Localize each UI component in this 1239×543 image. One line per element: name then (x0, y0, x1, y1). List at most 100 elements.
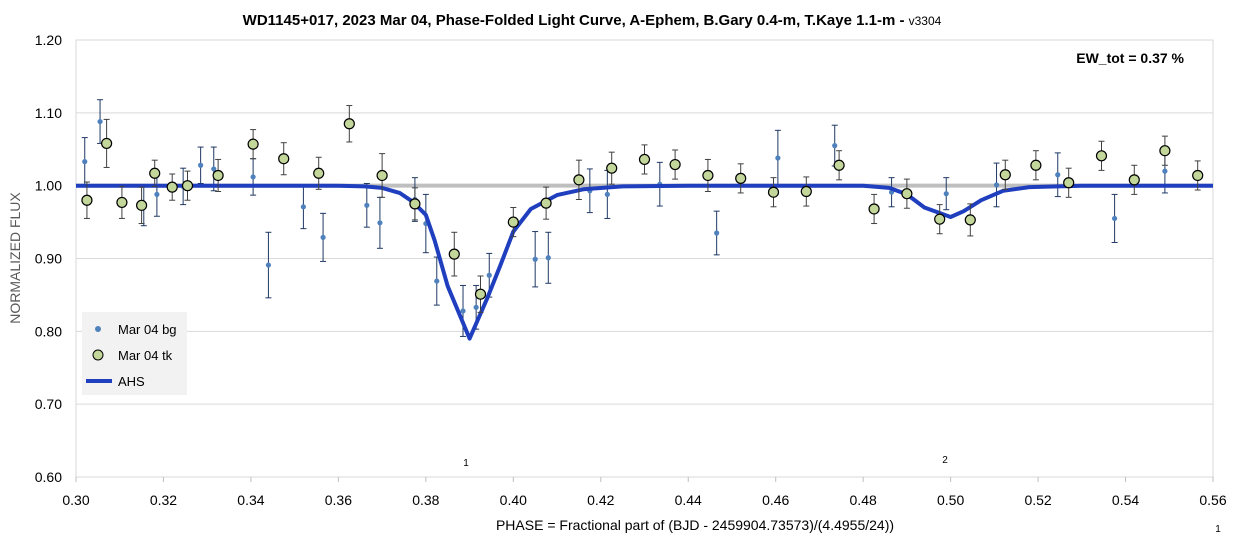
data-point-bg (532, 256, 538, 262)
dip-2-label: 2 (942, 455, 948, 466)
data-point-bg (320, 234, 326, 240)
data-point-tk (376, 169, 388, 182)
data-point-tk (964, 214, 976, 226)
dip-1-label: 1 (463, 458, 469, 469)
legend-tk-marker (92, 349, 104, 361)
data-point-bg (604, 191, 610, 198)
legend-bg-marker (95, 326, 101, 332)
x-tick-label: 0.46 (762, 492, 789, 508)
ew-tot-annotation: EW_tot = 0.37 % (1076, 50, 1184, 66)
data-point-tk (833, 159, 845, 171)
data-point-bg (460, 308, 466, 314)
data-point-tk (868, 203, 880, 215)
data-point-bg (364, 202, 370, 208)
x-tick-label: 0.42 (587, 492, 614, 508)
data-point-bg (300, 204, 306, 210)
data-point-tk (702, 169, 714, 182)
data-point-bg (832, 143, 838, 149)
x-tick-label: 0.30 (62, 492, 89, 508)
legend: Mar 04 bg Mar 04 tk AHS (82, 312, 187, 395)
y-tick-label: 1.10 (35, 105, 62, 121)
data-point-tk (409, 198, 421, 210)
data-point-bg (265, 262, 272, 268)
data-point-tk (212, 169, 224, 182)
data-point-tk (1030, 159, 1042, 171)
data-point-bg (775, 155, 781, 161)
data-point-tk (448, 248, 460, 260)
y-axis-label: NORMALIZED FLUX (7, 192, 23, 324)
data-point-bg (211, 166, 217, 172)
x-tick-labels: 0.30 0.32 0.34 0.36 0.38 0.40 0.42 0.44 0.46 0.48… (62, 477, 1227, 508)
data-point-tk (767, 186, 780, 198)
data-point-tk (573, 174, 585, 186)
data-point-bg (1055, 172, 1061, 178)
data-point-bg (1112, 215, 1118, 222)
data-point-tk (669, 158, 681, 171)
data-point-bg (1162, 168, 1168, 174)
y-tick-labels: 0.60 0.70 0.80 0.90 1.00 1.10 1.20 (35, 32, 62, 485)
legend-bg-label: Mar 04 bg (118, 322, 177, 337)
x-tick-label: 0.38 (412, 492, 439, 508)
data-point-tk (1095, 150, 1108, 162)
legend-tk-label: Mar 04 tk (118, 348, 173, 363)
data-point-tk (1159, 145, 1171, 157)
x-tick-label: 0.50 (937, 492, 964, 508)
y-tick-label: 0.70 (35, 396, 62, 412)
data-point-bg (993, 182, 1000, 188)
data-point-tk (149, 167, 161, 179)
x-tick-label: 0.34 (237, 492, 264, 508)
data-point-bg (545, 255, 551, 261)
data-point-tk (135, 199, 148, 211)
data-point-tk (800, 185, 812, 198)
data-point-tk (999, 169, 1011, 181)
data-point-tk (1192, 169, 1204, 182)
data-point-bg (154, 191, 160, 198)
y-tick-label: 0.80 (35, 323, 62, 339)
data-point-tk (166, 181, 178, 193)
data-point-tk (313, 167, 325, 179)
x-tick-label: 0.52 (1024, 492, 1051, 508)
data-point-tk (1063, 177, 1075, 189)
data-point-tk (247, 138, 259, 150)
data-point-bg (943, 191, 949, 197)
data-point-tk (901, 188, 913, 200)
y-tick-label: 0.90 (35, 251, 62, 267)
data-point-tk (474, 288, 487, 300)
x-tick-label: 0.54 (1112, 492, 1139, 508)
data-point-bg (486, 272, 492, 278)
data-point-bg (97, 118, 103, 125)
data-point-tk (343, 118, 355, 130)
x-tick-label: 0.36 (325, 492, 352, 508)
data-point-tk (101, 137, 113, 150)
data-point-bg (473, 304, 479, 310)
x-tick-label: 0.48 (850, 492, 877, 508)
x-tick-label: 0.32 (150, 492, 177, 508)
data-point-tk (181, 180, 194, 192)
data-point-tk (507, 216, 519, 228)
data-point-tk (116, 196, 128, 209)
data-point-tk (278, 153, 290, 165)
data-point-tk (540, 197, 552, 209)
data-point-bg (434, 278, 440, 284)
y-tick-label: 1.00 (35, 178, 62, 194)
data-point-tk (1128, 174, 1140, 186)
chart-title-version: v3304 (909, 14, 942, 28)
data-point-tk (638, 153, 651, 166)
series-ahs-line (76, 183, 1213, 341)
data-point-tk (934, 213, 946, 225)
data-point-bg (82, 159, 88, 165)
y-tick-label: 0.60 (35, 469, 62, 485)
data-point-bg (198, 162, 204, 168)
x-axis-label: PHASE = Fractional part of (BJD - 245990… (496, 517, 894, 533)
y-tick-label: 1.20 (35, 32, 62, 48)
corner-label: 1 (1215, 524, 1221, 535)
x-tick-label: 0.40 (500, 492, 527, 508)
data-point-tk (735, 172, 747, 184)
data-point-bg (377, 220, 383, 226)
x-tick-label: 0.56 (1199, 492, 1226, 508)
data-point-tk (606, 162, 618, 174)
data-point-bg (250, 174, 256, 180)
x-tick-label: 0.44 (675, 492, 702, 508)
legend-ahs-label: AHS (118, 374, 145, 389)
